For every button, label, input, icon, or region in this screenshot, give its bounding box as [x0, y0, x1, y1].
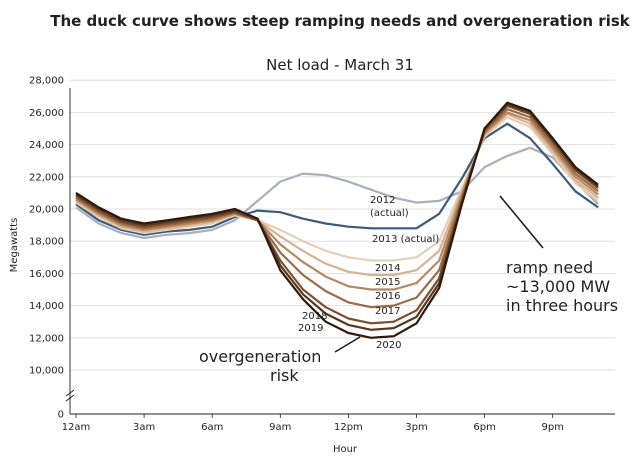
series-label-2019: 2019 [298, 323, 323, 334]
y-tick-label: 14,000 [29, 301, 64, 312]
gridlines [70, 79, 615, 371]
series-label-2013: 2013 (actual) [372, 234, 439, 245]
series-line-2013 [75, 122, 599, 236]
y-tick-label: 10,000 [29, 366, 64, 377]
y-tick-label: 16,000 [29, 269, 64, 280]
ramp-need-annotation: ~13,000 MW [506, 277, 610, 296]
overgeneration-annotation: risk [270, 366, 299, 385]
ramp-need-annotation: in three hours [506, 296, 618, 315]
x-tick-label: 12am [62, 422, 91, 433]
x-axis-title: Hour [333, 444, 358, 455]
series-line-2016 [75, 111, 599, 291]
overgeneration-annotation: overgeneration [199, 347, 321, 366]
y-axis-title: Megawatts [9, 218, 20, 273]
series-sublabel-2012: (actual) [370, 208, 409, 219]
y-tick-label: 24,000 [29, 140, 64, 151]
y-tick-label: 20,000 [29, 205, 64, 216]
series-lines [75, 101, 599, 339]
series-line-2017 [75, 108, 599, 309]
x-tick-label: 9pm [541, 422, 563, 433]
x-tick-label: 12pm [334, 422, 363, 433]
series-line-2020 [75, 101, 599, 339]
chart-subtitle: Net load - March 31 [266, 56, 414, 74]
series-label-2016: 2016 [375, 291, 400, 302]
x-tick-label: 3am [133, 422, 155, 433]
series-line-2012 [75, 146, 599, 240]
series-label-2017: 2017 [375, 306, 400, 317]
axes: 0 10,000 12,000 14,000 16,000 18,000 20,000 22,… [29, 76, 615, 433]
x-tick-label: 3pm [405, 422, 427, 433]
y-tick-label: 26,000 [29, 108, 64, 119]
ramp-pointer-line [499, 195, 544, 249]
x-tick-label: 6am [201, 422, 223, 433]
series-labels: 2012 (actual) 2013 (actual) 2014 2015 2016 201… [298, 195, 439, 351]
series-label-2018: 2018 [302, 311, 327, 322]
y-tick-label: 18,000 [29, 237, 64, 248]
x-tick-label: 9am [269, 422, 291, 433]
series-line-2018 [75, 104, 599, 325]
series-label-2015: 2015 [375, 277, 400, 288]
y-tick-label: 12,000 [29, 333, 64, 344]
ramp-need-annotation: ramp need [506, 258, 593, 277]
series-label-2014: 2014 [375, 263, 400, 274]
series-label-2020: 2020 [376, 340, 401, 351]
y-tick-label: 28,000 [29, 76, 64, 87]
chart-title: The duck curve shows steep ramping needs… [50, 12, 631, 30]
overgeneration-pointer-line [334, 336, 361, 353]
axis-break-mark [65, 389, 75, 397]
x-tick-label: 6pm [473, 422, 495, 433]
series-line-2019 [75, 103, 599, 331]
y-tick-label: 22,000 [29, 172, 64, 183]
series-line-2014 [75, 116, 599, 262]
y-tick-label: 0 [58, 410, 64, 421]
series-line-2015 [75, 112, 599, 277]
series-label-2012: 2012 [370, 195, 395, 206]
axis-break-mark [65, 394, 75, 402]
